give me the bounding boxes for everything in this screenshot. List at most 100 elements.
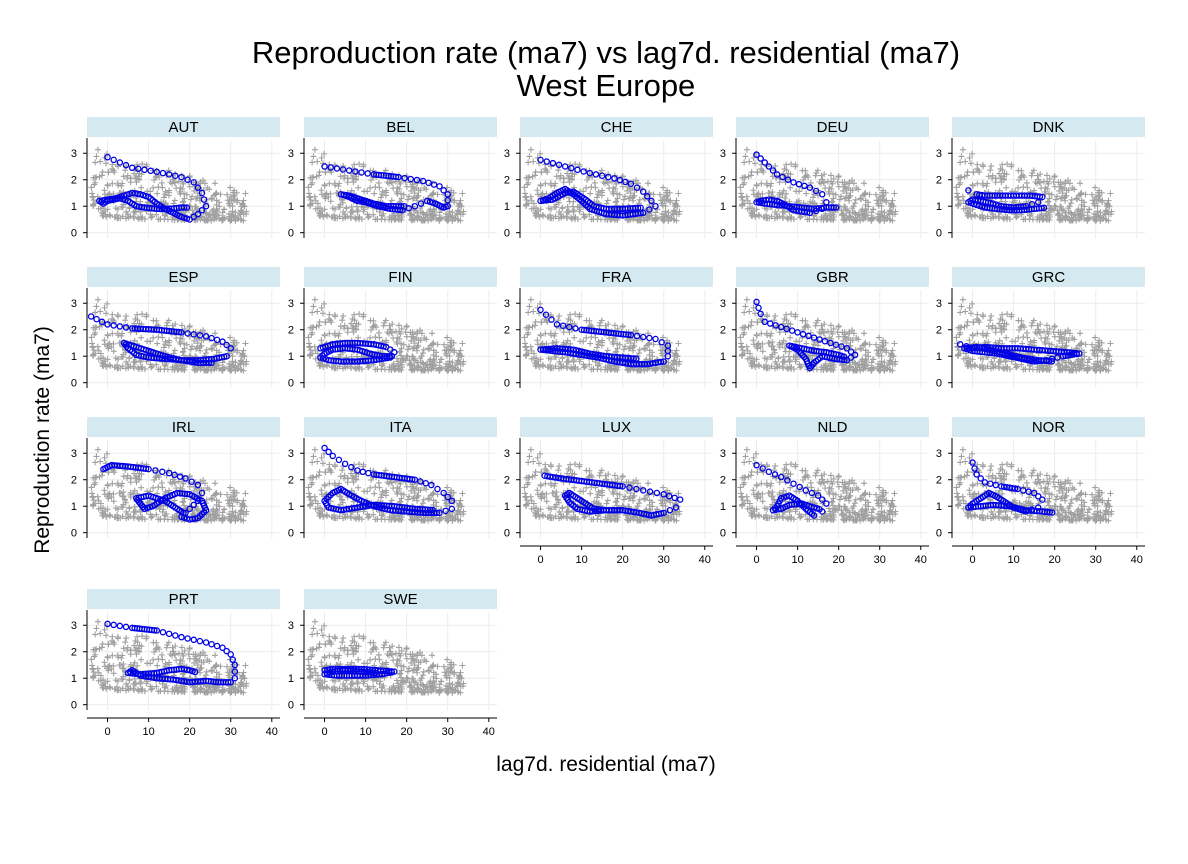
background-point — [197, 178, 204, 185]
highlight-point — [401, 174, 408, 182]
background-point — [738, 190, 745, 197]
background-point — [967, 160, 974, 167]
background-point — [232, 209, 239, 216]
background-point — [176, 188, 183, 195]
background-point — [772, 313, 779, 320]
y-tick-label: 0 — [504, 228, 510, 240]
background-point — [180, 348, 187, 355]
background-point — [584, 177, 591, 184]
background-point — [559, 204, 566, 211]
y-tick-label: 2 — [71, 325, 77, 337]
background-point — [526, 174, 533, 181]
background-point — [347, 209, 354, 216]
highlight-points — [96, 153, 210, 223]
background-point — [356, 214, 363, 221]
highlight-point — [147, 167, 154, 175]
background-point — [150, 184, 157, 191]
highlight-point — [592, 171, 600, 178]
background-point — [97, 158, 104, 165]
background-point — [459, 190, 466, 197]
background-point — [240, 211, 247, 218]
background-point — [388, 197, 395, 204]
background-point — [350, 179, 357, 186]
background-point — [812, 172, 819, 179]
highlight-point — [165, 171, 173, 178]
background-point — [526, 153, 533, 160]
background-point — [318, 187, 325, 194]
background-point — [434, 191, 441, 198]
background-point — [869, 206, 876, 213]
background-point — [857, 195, 864, 202]
background-point — [390, 185, 397, 192]
background-point — [953, 184, 960, 191]
background-point — [566, 198, 573, 205]
background-point — [581, 214, 588, 221]
highlight-point — [110, 322, 117, 329]
background-point — [372, 334, 379, 341]
background-point — [360, 208, 367, 215]
background-point — [429, 330, 436, 337]
background-point — [954, 190, 961, 197]
background-point — [557, 211, 564, 218]
highlight-point — [198, 189, 206, 197]
background-point — [527, 146, 534, 153]
highlight-point — [411, 202, 419, 210]
highlight-point — [417, 200, 425, 207]
background-point — [748, 318, 755, 325]
facet-strip-label: AUT — [169, 119, 199, 136]
background-point — [208, 345, 215, 352]
background-point — [186, 183, 193, 190]
background-point — [417, 209, 424, 216]
facet-panels: AUT0123BEL0123CHE0123DEU0123DNK0123ESP01… — [71, 117, 1145, 738]
background-point — [591, 179, 598, 186]
facet-strip-label: CHE — [601, 119, 633, 136]
background-point — [317, 204, 324, 211]
background-point — [379, 191, 386, 198]
background-point — [667, 197, 674, 204]
background-point — [365, 214, 372, 221]
highlight-point — [574, 166, 581, 174]
background-point — [220, 206, 227, 213]
background-point — [1003, 334, 1010, 341]
background-point — [457, 347, 464, 354]
facet-strip-label: FIN — [388, 269, 412, 286]
background-point — [620, 346, 627, 353]
y-tick-label: 3 — [288, 298, 294, 310]
y-axis-title: Reproduction rate (ma7) — [31, 326, 54, 554]
background-point — [149, 213, 156, 220]
background-point — [851, 200, 858, 207]
background-point — [635, 350, 642, 357]
background-point — [523, 194, 530, 201]
background-point — [419, 217, 426, 224]
highlight-points — [321, 163, 451, 214]
highlight-point — [413, 176, 421, 184]
highlight-point — [159, 169, 167, 177]
background-point — [523, 197, 530, 204]
background-point — [171, 347, 178, 354]
background-point — [337, 173, 344, 180]
background-point — [173, 335, 180, 342]
highlight-points — [317, 339, 398, 365]
background-point — [537, 182, 544, 189]
y-tick-label: 1 — [288, 351, 294, 363]
background-point — [436, 359, 443, 366]
background-point — [739, 194, 746, 201]
facet-strip — [304, 117, 497, 137]
background-point — [810, 216, 817, 223]
highlight-point — [444, 197, 451, 204]
y-tick-label: 2 — [71, 175, 77, 187]
background-point — [547, 212, 554, 219]
background-point — [332, 215, 339, 222]
background-point — [219, 209, 226, 216]
background-point — [312, 197, 319, 204]
background-points — [88, 296, 250, 374]
background-point — [162, 212, 169, 219]
background-point — [523, 344, 530, 351]
y-tick-label: 0 — [288, 378, 294, 390]
y-tick-label: 1 — [936, 201, 942, 213]
background-point — [104, 206, 111, 213]
background-point — [532, 168, 539, 175]
background-point — [567, 161, 574, 168]
